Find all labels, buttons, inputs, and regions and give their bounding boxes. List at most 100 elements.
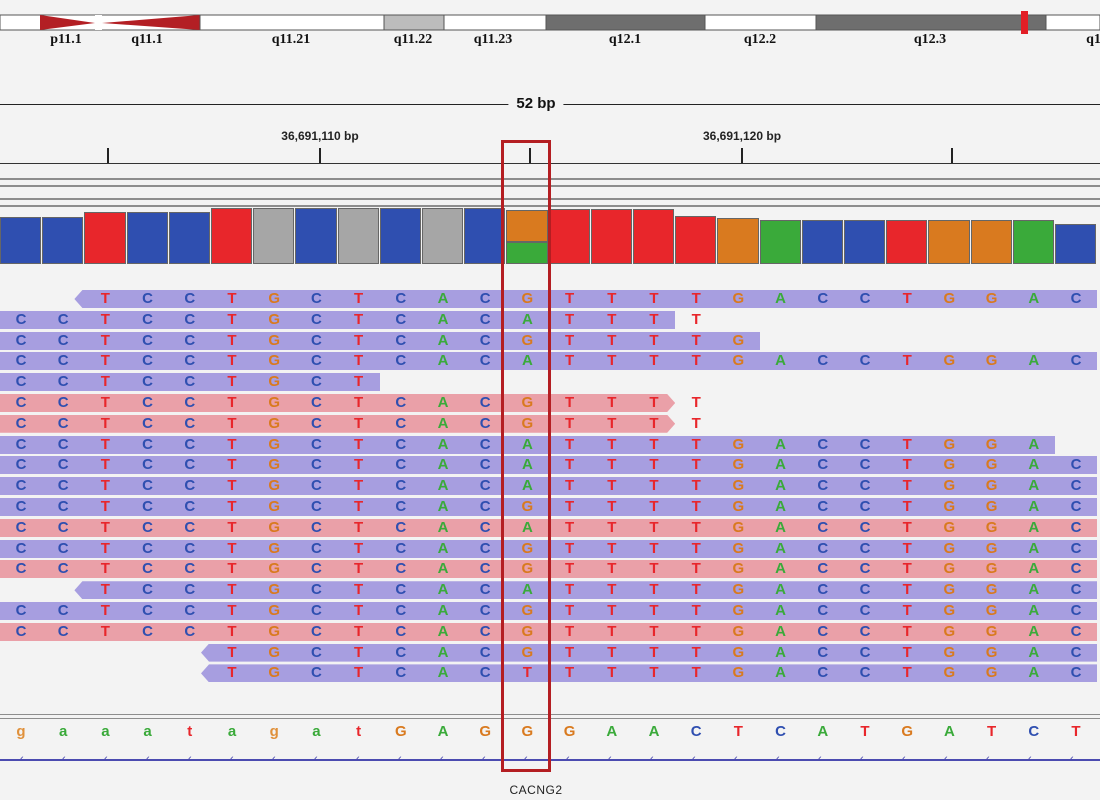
read-base: G bbox=[268, 414, 281, 432]
read-base: G bbox=[732, 560, 745, 578]
read-base: T bbox=[691, 539, 701, 557]
coverage-bar[interactable] bbox=[84, 212, 126, 264]
read-base: T bbox=[227, 394, 237, 411]
read-base: C bbox=[395, 602, 407, 619]
coverage-bar[interactable] bbox=[211, 208, 253, 264]
coverage-bar[interactable] bbox=[1012, 220, 1054, 264]
read-base: C bbox=[1070, 518, 1082, 536]
coverage-bar[interactable] bbox=[548, 209, 590, 264]
read-base: A bbox=[437, 435, 449, 453]
read-base: A bbox=[1028, 581, 1040, 599]
read-base: A bbox=[437, 310, 449, 328]
read-alignment[interactable] bbox=[0, 394, 675, 412]
read-base: G bbox=[268, 310, 281, 328]
coverage-bar[interactable] bbox=[42, 217, 84, 264]
read-base: G bbox=[943, 352, 956, 370]
read-base: T bbox=[902, 581, 912, 599]
read-base: C bbox=[479, 664, 491, 682]
coverage-bar[interactable] bbox=[464, 208, 506, 264]
read-base: A bbox=[437, 498, 449, 515]
read-base: C bbox=[395, 498, 407, 515]
strand-arrow-icon: ‹ bbox=[986, 753, 990, 765]
read-alignment[interactable] bbox=[201, 643, 1098, 662]
coverage-bar[interactable] bbox=[295, 208, 337, 264]
read-base: C bbox=[15, 477, 27, 495]
coverage-bar[interactable] bbox=[675, 216, 717, 264]
coverage-bar[interactable] bbox=[970, 220, 1012, 264]
reference-base: C bbox=[1028, 723, 1040, 740]
read-base: C bbox=[15, 498, 27, 515]
read-base: T bbox=[902, 664, 912, 682]
coverage-bar[interactable] bbox=[126, 212, 168, 264]
reference-base: C bbox=[690, 723, 702, 740]
read-alignment[interactable] bbox=[0, 435, 1055, 454]
coverage-bar[interactable] bbox=[590, 209, 632, 264]
read-base: T bbox=[649, 643, 659, 661]
coverage-bar[interactable] bbox=[253, 208, 295, 264]
read-base: C bbox=[859, 664, 871, 682]
read-base: T bbox=[354, 290, 364, 307]
read-base: T bbox=[227, 290, 237, 307]
read-base: T bbox=[565, 498, 575, 515]
coverage-bar[interactable] bbox=[168, 212, 210, 264]
coverage-bar[interactable] bbox=[844, 220, 886, 264]
coverage-bar[interactable] bbox=[928, 220, 970, 264]
read-base: T bbox=[565, 352, 575, 370]
read-base: C bbox=[142, 414, 154, 432]
chromosome-ideogram[interactable] bbox=[0, 0, 1100, 60]
read-base: C bbox=[817, 477, 829, 495]
coverage-bar[interactable] bbox=[0, 217, 42, 264]
coverage-bar[interactable] bbox=[717, 218, 759, 264]
read-base: T bbox=[607, 581, 617, 599]
coverage-bar[interactable] bbox=[379, 208, 421, 264]
reference-base: g bbox=[269, 723, 279, 740]
coverage-bar[interactable] bbox=[337, 208, 379, 264]
read-base: T bbox=[354, 352, 364, 370]
read-base: G bbox=[521, 539, 534, 557]
strand-arrow-icon: ‹ bbox=[188, 753, 192, 765]
read-base: A bbox=[521, 518, 533, 536]
coverage-bar-allele-g[interactable] bbox=[506, 210, 548, 243]
read-base: T bbox=[565, 664, 575, 682]
read-base: C bbox=[1070, 456, 1082, 474]
read-base: G bbox=[732, 290, 745, 307]
read-alignment[interactable] bbox=[201, 664, 1098, 683]
read-alignment[interactable] bbox=[74, 581, 1098, 600]
coverage-bar[interactable] bbox=[422, 208, 464, 264]
read-alignment[interactable] bbox=[74, 290, 1098, 308]
read-alignment[interactable] bbox=[0, 331, 760, 350]
read-alignment[interactable] bbox=[0, 310, 676, 329]
read-alignment[interactable] bbox=[0, 415, 675, 433]
read-base: A bbox=[521, 310, 533, 328]
reference-base: G bbox=[479, 723, 492, 740]
ruler-tick bbox=[529, 148, 531, 163]
read-base: T bbox=[691, 622, 701, 640]
read-base: A bbox=[437, 643, 449, 661]
read-alignment[interactable] bbox=[0, 373, 380, 392]
read-base: T bbox=[354, 643, 364, 661]
read-base: A bbox=[437, 602, 449, 619]
band-label: q11.21 bbox=[271, 32, 311, 47]
read-base: G bbox=[985, 435, 998, 453]
read-base: T bbox=[565, 560, 575, 578]
read-base: G bbox=[985, 456, 998, 474]
read-base: G bbox=[943, 518, 956, 536]
reference-base: a bbox=[59, 723, 68, 740]
read-base: C bbox=[15, 352, 27, 370]
coverage-bar[interactable] bbox=[801, 220, 843, 264]
coverage-bar[interactable] bbox=[886, 220, 928, 264]
read-base: T bbox=[691, 518, 701, 536]
read-base: C bbox=[184, 373, 196, 391]
read-base: T bbox=[649, 518, 659, 536]
read-base: T bbox=[100, 435, 110, 453]
read-base: T bbox=[902, 477, 912, 495]
coverage-bar[interactable] bbox=[759, 220, 801, 264]
coverage-bar-allele-a[interactable] bbox=[506, 242, 548, 264]
read-base: A bbox=[521, 477, 533, 495]
read-base: A bbox=[775, 498, 787, 515]
read-base: C bbox=[817, 518, 829, 536]
read-base: C bbox=[142, 456, 154, 474]
coverage-bar[interactable] bbox=[1055, 224, 1097, 264]
coverage-bar[interactable] bbox=[633, 209, 675, 264]
read-base: C bbox=[57, 498, 69, 515]
